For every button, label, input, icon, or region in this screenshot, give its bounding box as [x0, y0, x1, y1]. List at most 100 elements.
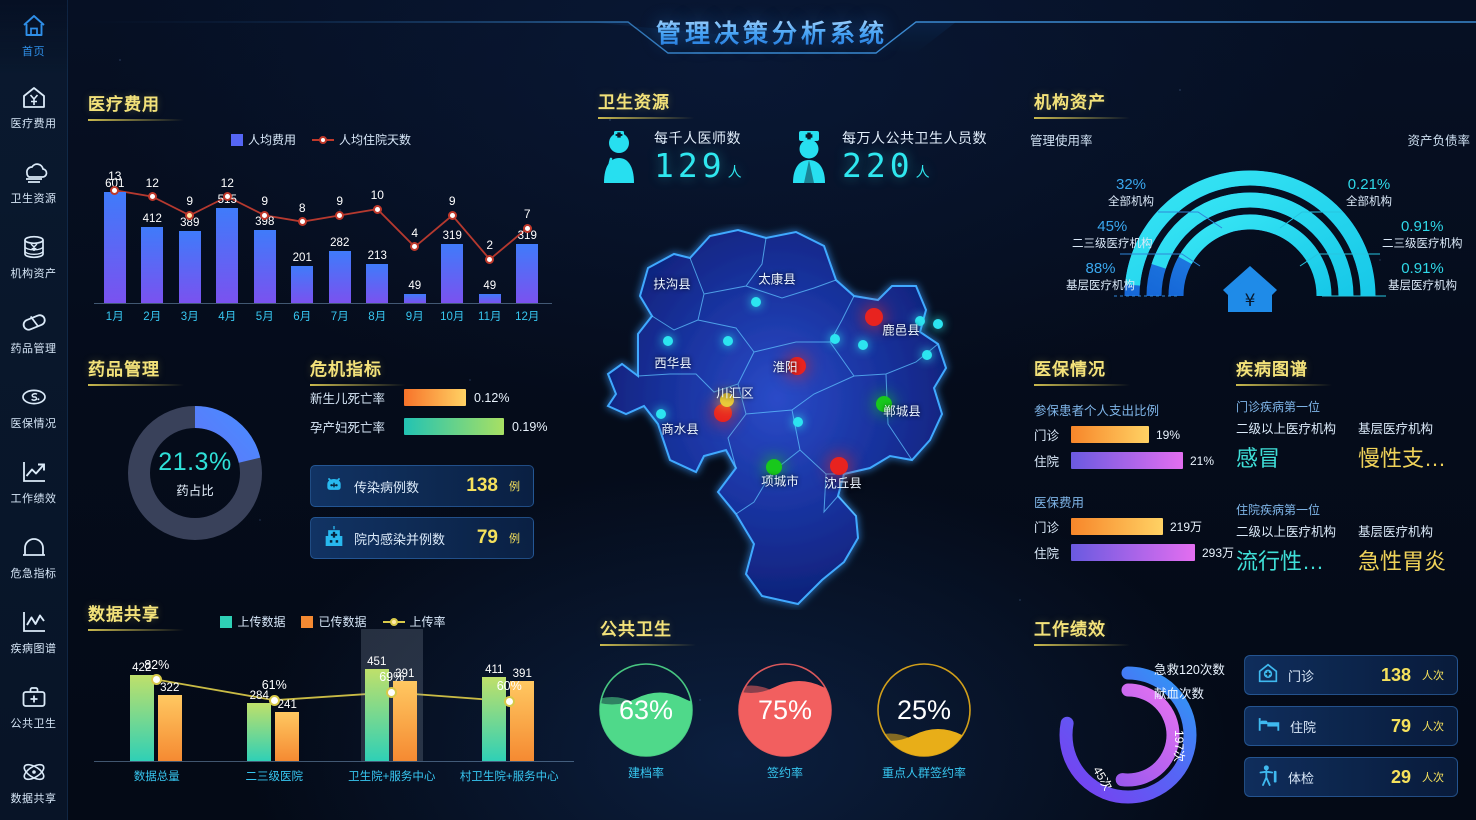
- bar-value: 391: [512, 668, 532, 681]
- map-marker[interactable]: [766, 459, 782, 475]
- sidebar-item-medical-cost[interactable]: 医疗费用: [0, 70, 67, 145]
- line-point[interactable]: [335, 210, 345, 220]
- asset-name: 二三级医疗机构: [1382, 238, 1463, 250]
- map-region-label[interactable]: 项城市: [761, 474, 799, 489]
- line-point-value: 13: [108, 169, 122, 184]
- bar-column[interactable]: 398: [253, 216, 276, 303]
- line-point[interactable]: [185, 210, 195, 220]
- sidebar-item-label: 疾病图谱: [10, 643, 57, 655]
- asset-yuan-icon: [20, 234, 48, 260]
- line-point[interactable]: [386, 686, 398, 698]
- line-point[interactable]: [260, 210, 270, 220]
- bar-column[interactable]: 515: [216, 194, 239, 303]
- bar-column[interactable]: 49: [478, 280, 501, 303]
- insurance-row-value: 219万: [1170, 520, 1203, 534]
- map-region-label[interactable]: 太康县: [758, 272, 796, 287]
- bar-value: 319: [442, 230, 462, 243]
- crisis-card[interactable]: 传染病例数 138 例: [310, 465, 534, 507]
- bar-group[interactable]: 422 322: [129, 641, 184, 761]
- sidebar-item-cloud[interactable]: 卫生资源: [0, 145, 67, 220]
- line-point[interactable]: [147, 192, 157, 202]
- map-marker[interactable]: [876, 396, 892, 412]
- map-marker[interactable]: [830, 457, 848, 475]
- bar-column[interactable]: 319: [516, 230, 539, 303]
- stat-card[interactable]: 住院 79 人次: [1244, 706, 1458, 746]
- bar-value: 284: [249, 690, 269, 702]
- bar-column[interactable]: 412: [141, 213, 164, 303]
- stat-card-unit: 人次: [1422, 721, 1444, 733]
- liquid-gauge[interactable]: 25% 重点人群签约率: [876, 662, 972, 780]
- stat-card[interactable]: 体检 29 人次: [1244, 757, 1458, 797]
- map-region-label[interactable]: 扶沟县: [653, 277, 691, 292]
- map-marker[interactable]: [656, 409, 666, 419]
- line-point[interactable]: [447, 210, 457, 220]
- map-region-label[interactable]: 西华县: [654, 356, 692, 371]
- line-point[interactable]: [503, 695, 515, 707]
- map-marker[interactable]: [793, 417, 803, 427]
- sidebar-item-capsule[interactable]: 药品管理: [0, 295, 67, 370]
- bar-column[interactable]: 282: [328, 237, 351, 303]
- map-marker[interactable]: [751, 297, 761, 307]
- bar-column[interactable]: 201: [291, 252, 314, 303]
- line-point[interactable]: [372, 204, 382, 214]
- bar-group[interactable]: 411 391: [482, 641, 536, 761]
- map-region-label[interactable]: 鹿邑县: [882, 323, 920, 338]
- line-point-value: 69%: [379, 670, 405, 685]
- line-point[interactable]: [151, 674, 163, 686]
- header: 管理决策分析系统: [68, 0, 1476, 64]
- performance-outer-value: 197次: [1172, 730, 1186, 763]
- sidebar-item-dome[interactable]: 危急指标: [0, 520, 67, 595]
- liquid-gauge[interactable]: 75% 签约率: [737, 662, 833, 780]
- bar-group[interactable]: 451 391: [364, 641, 419, 761]
- map-marker[interactable]: [723, 336, 733, 346]
- sidebar-item-insurance[interactable]: 医保情况: [0, 370, 67, 445]
- bar-column[interactable]: 389: [178, 217, 201, 303]
- map-marker[interactable]: [663, 336, 673, 346]
- bar-column[interactable]: 601: [103, 178, 126, 303]
- liquid-gauge[interactable]: 63% 建档率: [598, 662, 694, 780]
- map-marker[interactable]: [922, 350, 932, 360]
- map-marker[interactable]: [720, 393, 734, 407]
- bar-column[interactable]: 319: [441, 230, 464, 303]
- line-point[interactable]: [222, 192, 232, 202]
- sidebar-item-label: 机构资产: [10, 268, 57, 280]
- disease-col-2-value: 慢性支…: [1358, 446, 1447, 471]
- stat-card-name: 门诊: [1288, 668, 1315, 684]
- map-marker[interactable]: [933, 319, 943, 329]
- line-point[interactable]: [110, 185, 120, 195]
- sidebar-item-asset-yuan[interactable]: 机构资产: [0, 220, 67, 295]
- map-region-label[interactable]: 沈丘县: [824, 476, 862, 491]
- map-marker[interactable]: [830, 334, 840, 344]
- line-point[interactable]: [485, 254, 495, 264]
- sidebar-item-atom[interactable]: 数据共享: [0, 745, 67, 820]
- bar: [441, 244, 464, 303]
- sidebar-item-home[interactable]: 首页: [0, 0, 67, 70]
- line-point[interactable]: [268, 694, 280, 706]
- x-axis-label: 村卫生院+服务中心: [459, 771, 559, 783]
- line-point[interactable]: [297, 217, 307, 227]
- sidebar-item-trend-up[interactable]: 工作绩效: [0, 445, 67, 520]
- stat-card[interactable]: 门诊 138 人次: [1244, 655, 1458, 695]
- map-region-label[interactable]: 川汇区: [716, 386, 754, 401]
- bar-column[interactable]: 213: [366, 250, 389, 303]
- insurance-group: 医保费用 门诊 219万 住院 293万: [1034, 492, 1234, 562]
- map-marker[interactable]: [788, 357, 806, 375]
- map-region-label[interactable]: 淮阳: [772, 360, 798, 375]
- map-marker[interactable]: [858, 340, 868, 350]
- sidebar-item-medkit[interactable]: 公共卫生: [0, 670, 67, 745]
- sidebar-item-chart-line[interactable]: 疾病图谱: [0, 595, 67, 670]
- bar-column[interactable]: 49: [403, 280, 426, 303]
- map-marker[interactable]: [915, 316, 925, 326]
- panel-title-performance: 工作绩效: [1034, 615, 1130, 646]
- bar-group[interactable]: 284 241: [247, 641, 301, 761]
- map-marker[interactable]: [714, 404, 732, 422]
- line-point[interactable]: [410, 242, 420, 252]
- map-region-label[interactable]: 郸城县: [883, 404, 921, 419]
- line-point[interactable]: [522, 223, 532, 233]
- crisis-card[interactable]: 院内感染并例数 79 例: [310, 517, 534, 559]
- bar-value: 241: [277, 698, 297, 711]
- map-marker[interactable]: [865, 308, 883, 326]
- map-region-label[interactable]: 商水县: [661, 422, 699, 437]
- region-map[interactable]: 扶沟县 太康县西华县 淮阳 鹿邑县川汇区郸城县商水县项城市 沈丘县: [586, 224, 992, 610]
